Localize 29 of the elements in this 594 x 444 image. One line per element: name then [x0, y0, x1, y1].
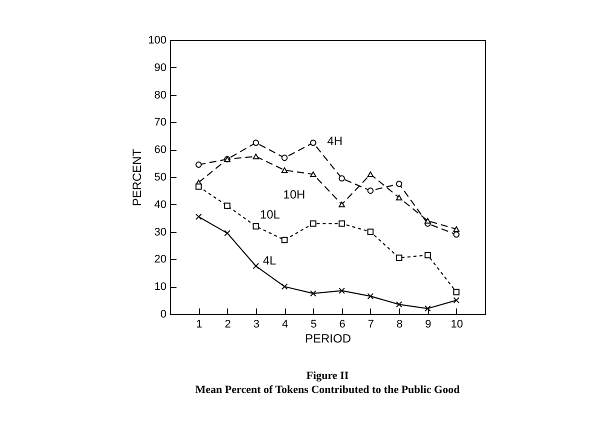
- y-axis-title: PERCENT: [130, 148, 144, 206]
- x-tick-label: 8: [396, 318, 403, 330]
- x-tick-label: 7: [368, 318, 374, 330]
- x-tick-label: 4: [282, 318, 288, 330]
- x-tick-label: 9: [425, 318, 432, 330]
- y-tick-label: 90: [154, 62, 166, 74]
- x-axis-title: PERIOD: [304, 332, 352, 346]
- x-tick-label: 2: [224, 318, 231, 330]
- x-tick-label: 10: [450, 318, 463, 330]
- x-tick-label: 6: [339, 318, 346, 330]
- series-label: 4H: [327, 134, 343, 148]
- y-tick-label: 50: [154, 172, 166, 184]
- y-tick-label: 40: [154, 198, 166, 211]
- text: Mean Percent of Tokens Contributed to the Public Good: [195, 384, 460, 396]
- y-tick-label: 100: [148, 34, 166, 46]
- series-label: 10L: [260, 207, 280, 222]
- text: Figure II: [306, 370, 349, 382]
- y-tick-label: 10: [154, 281, 166, 294]
- y-tick-label: 70: [154, 116, 166, 129]
- y-tick-label: 0: [160, 308, 166, 320]
- y-tick-label: 30: [154, 226, 166, 238]
- y-tick-label: 60: [154, 144, 166, 156]
- y-tick-label: 80: [154, 89, 166, 102]
- x-tick-label: 1: [196, 318, 202, 330]
- x-tick-label: 3: [253, 318, 260, 330]
- x-tick-label: 5: [310, 318, 317, 330]
- y-tick-label: 20: [154, 254, 166, 266]
- series-label: 10H: [283, 187, 306, 202]
- series-label: 4L: [262, 254, 277, 268]
